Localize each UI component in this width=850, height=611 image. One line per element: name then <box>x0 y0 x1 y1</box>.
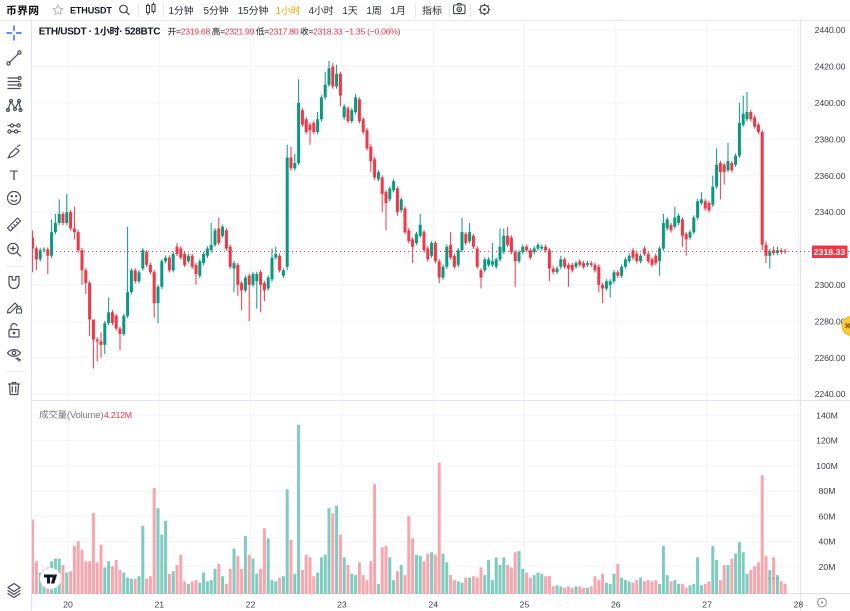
svg-text:2318.33 −1.35 (−0.06%): 2318.33 −1.35 (−0.06%) <box>313 27 401 37</box>
svg-text:100M: 100M <box>816 461 838 471</box>
svg-text:2300.00: 2300.00 <box>815 280 846 290</box>
svg-text:20M: 20M <box>819 562 836 572</box>
svg-text:=: = <box>220 27 225 37</box>
svg-text:2317.80: 2317.80 <box>269 27 299 37</box>
svg-text:2260.00: 2260.00 <box>815 353 846 363</box>
svg-text:26: 26 <box>611 600 621 610</box>
svg-text:2240.00: 2240.00 <box>815 389 846 399</box>
svg-text:1: 1 <box>169 6 175 17</box>
svg-text:2380.00: 2380.00 <box>815 134 846 144</box>
svg-text:2420.00: 2420.00 <box>815 62 846 72</box>
svg-text:2280.00: 2280.00 <box>815 316 846 326</box>
svg-text:ETH/USDT · 1: ETH/USDT · 1 <box>39 27 101 38</box>
svg-text:5: 5 <box>204 6 210 17</box>
svg-text:1: 1 <box>366 6 372 17</box>
svg-text:22: 22 <box>246 600 256 610</box>
svg-text:=: = <box>264 27 269 37</box>
svg-text:15: 15 <box>238 6 249 17</box>
svg-text:28: 28 <box>794 600 804 610</box>
svg-text:60M: 60M <box>819 511 836 521</box>
svg-text:2319.68: 2319.68 <box>181 27 211 37</box>
svg-text:25: 25 <box>520 600 530 610</box>
svg-text:=: = <box>176 27 181 37</box>
svg-text:24: 24 <box>428 600 438 610</box>
svg-text:2360.00: 2360.00 <box>815 171 846 181</box>
svg-text:1: 1 <box>276 6 282 17</box>
svg-text:· 528BTC: · 528BTC <box>119 27 160 38</box>
svg-text:4.212M: 4.212M <box>104 410 132 420</box>
svg-text:T: T <box>10 167 19 183</box>
svg-text:=: = <box>308 27 313 37</box>
svg-text:80M: 80M <box>819 486 836 496</box>
svg-text:2440.00: 2440.00 <box>815 25 846 35</box>
svg-text:2318.33: 2318.33 <box>814 247 846 257</box>
svg-text:27: 27 <box>702 600 712 610</box>
svg-text:1: 1 <box>342 6 348 17</box>
svg-text:1: 1 <box>390 6 396 17</box>
svg-text:2400.00: 2400.00 <box>815 98 846 108</box>
svg-text:40M: 40M <box>819 537 836 547</box>
svg-text:120M: 120M <box>816 436 838 446</box>
svg-text:4: 4 <box>309 6 315 17</box>
svg-text:20: 20 <box>63 600 73 610</box>
svg-text:21: 21 <box>154 600 164 610</box>
svg-text:(Volume): (Volume) <box>67 410 103 421</box>
svg-text:140M: 140M <box>816 410 838 420</box>
svg-text:2340.00: 2340.00 <box>815 207 846 217</box>
svg-text:2321.99: 2321.99 <box>225 27 255 37</box>
svg-text:23: 23 <box>337 600 347 610</box>
svg-text:ETHUSDT: ETHUSDT <box>70 6 112 16</box>
